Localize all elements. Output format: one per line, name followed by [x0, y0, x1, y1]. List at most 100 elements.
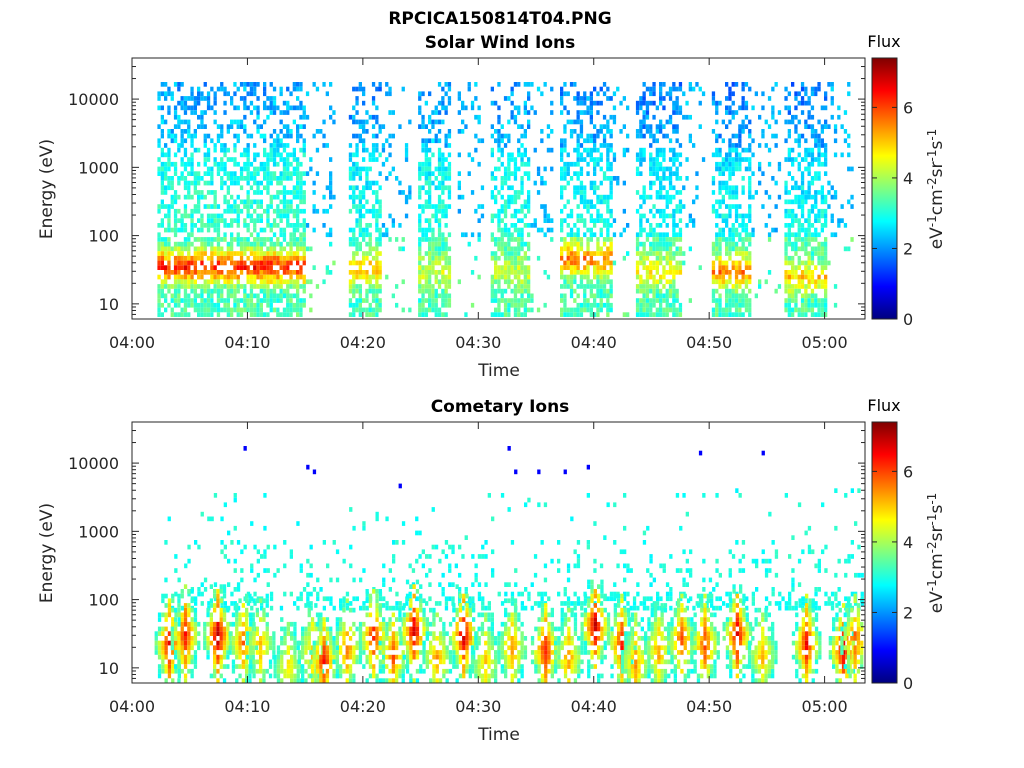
solar-wind-cell: [583, 251, 587, 256]
solar-wind-cell: [329, 180, 333, 186]
solar-wind-cell: [718, 298, 722, 303]
solar-wind-cell: [437, 279, 442, 285]
solar-wind-cell: [599, 227, 603, 233]
solar-wind-cell: [748, 274, 752, 280]
solar-wind-cell: [200, 227, 204, 233]
solar-wind-cell: [503, 176, 508, 181]
solar-wind-cell: [157, 288, 161, 294]
solar-wind-cell: [576, 270, 580, 275]
cometary-cell: [764, 572, 769, 578]
solar-wind-cell: [296, 124, 300, 129]
solar-wind-cell: [797, 237, 801, 242]
solar-wind-cell: [748, 190, 752, 195]
solar-wind-cell: [223, 86, 227, 92]
solar-wind-cell: [560, 157, 564, 162]
solar-wind-cell: [731, 232, 735, 238]
solar-wind-cell: [579, 190, 584, 195]
solar-wind-cell: [560, 152, 564, 158]
solar-wind-cell: [266, 114, 270, 120]
cometary-cell: [573, 549, 577, 555]
solar-wind-cell: [837, 223, 841, 228]
solar-wind-cell: [784, 190, 788, 195]
solar-wind-cell: [269, 223, 273, 228]
solar-wind-cell: [444, 185, 448, 191]
solar-wind-cell: [365, 208, 369, 214]
solar-wind-cell: [649, 270, 653, 275]
cometary-cell: [378, 596, 383, 602]
solar-wind-cell: [513, 119, 518, 125]
cometary-cell: [514, 568, 518, 573]
solar-wind-cell: [272, 143, 277, 148]
solar-wind-cell: [259, 270, 263, 275]
solar-wind-cell: [579, 274, 584, 280]
cometary-cell: [335, 577, 340, 583]
solar-wind-cell: [784, 138, 788, 144]
solar-wind-cell: [193, 237, 197, 242]
solar-wind-cell: [408, 194, 412, 200]
solar-wind-cell: [348, 288, 353, 294]
solar-wind-cell: [428, 119, 432, 125]
solar-wind-cell: [187, 302, 191, 308]
solar-wind-cell: [256, 260, 260, 266]
solar-wind-cell: [418, 161, 422, 167]
solar-wind-cell: [494, 237, 498, 242]
solar-wind-cell: [761, 91, 765, 97]
solar-wind-cell: [530, 293, 534, 299]
solar-wind-cell: [470, 270, 475, 275]
solar-wind-cell: [282, 279, 287, 285]
solar-wind-cell: [200, 293, 204, 299]
solar-wind-cell: [233, 82, 237, 87]
solar-wind-cell: [639, 227, 643, 233]
solar-wind-cell: [233, 288, 237, 294]
solar-wind-cell: [586, 260, 590, 266]
cometary-cell: [444, 605, 449, 611]
solar-wind-cell: [503, 274, 508, 280]
solar-wind-cell: [302, 152, 306, 158]
solar-wind-cell: [609, 180, 613, 186]
solar-wind-cell: [365, 274, 369, 280]
solar-wind-cell: [437, 251, 442, 256]
solar-wind-cell: [503, 166, 508, 172]
solar-wind-cell: [609, 114, 613, 120]
solar-wind-cell: [596, 218, 600, 223]
solar-wind-cell: [249, 100, 254, 106]
solar-wind-cell: [718, 265, 722, 270]
solar-wind-cell: [276, 270, 280, 275]
solar-wind-cell: [210, 298, 214, 303]
solar-wind-cell: [824, 161, 828, 167]
solar-wind-cell: [187, 284, 191, 289]
solar-wind-cell: [236, 208, 240, 214]
solar-wind-cell: [606, 152, 610, 158]
solar-wind-cell: [817, 241, 821, 247]
solar-wind-cell: [203, 143, 207, 148]
solar-wind-cell: [589, 227, 593, 233]
solar-wind-cell: [428, 91, 432, 97]
solar-wind-cell: [593, 298, 597, 303]
solar-wind-cell: [276, 143, 280, 148]
solar-wind-cell: [447, 143, 452, 148]
solar-wind-cell: [517, 105, 521, 111]
solar-wind-cell: [576, 133, 580, 139]
solar-wind-cell: [649, 241, 653, 247]
solar-wind-cell: [193, 190, 197, 195]
solar-wind-cell: [721, 119, 725, 125]
solar-wind-cell: [167, 157, 171, 162]
solar-wind-cell: [639, 307, 643, 313]
solar-wind-cell: [497, 227, 501, 233]
solar-wind-cell: [791, 312, 795, 317]
cometary-cell: [448, 568, 452, 573]
solar-wind-cell: [223, 110, 227, 115]
solar-wind-cell: [286, 251, 290, 256]
solar-wind-cell: [447, 133, 452, 139]
solar-wind-cell: [814, 312, 818, 317]
solar-wind-cell: [418, 194, 422, 200]
solar-wind-cell: [599, 213, 603, 219]
solar-wind-cell: [576, 251, 580, 256]
solar-wind-cell: [560, 110, 564, 115]
solar-wind-cell: [830, 213, 834, 219]
solar-wind-cell: [256, 114, 260, 120]
solar-wind-cell: [236, 194, 240, 200]
solar-wind-cell: [292, 241, 296, 247]
solar-wind-cell: [183, 129, 188, 134]
solar-wind-cell: [187, 119, 191, 125]
